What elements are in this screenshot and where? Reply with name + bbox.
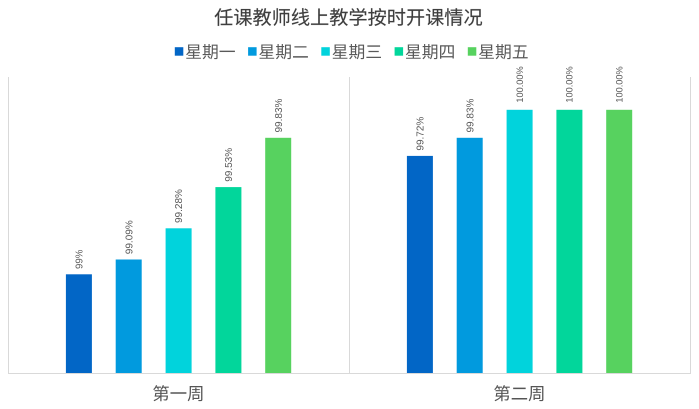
svg-text:99.83%: 99.83% (274, 98, 285, 132)
svg-text:99.53%: 99.53% (224, 148, 235, 182)
svg-text:99%: 99% (74, 249, 85, 269)
svg-text:100.00%: 100.00% (565, 66, 575, 102)
svg-text:99.28%: 99.28% (174, 189, 185, 223)
svg-text:100.00%: 100.00% (615, 66, 625, 102)
svg-text:100.00%: 100.00% (515, 66, 525, 102)
svg-text:99.72%: 99.72% (416, 117, 427, 151)
svg-text:99.09%: 99.09% (124, 220, 135, 254)
svg-text:99.83%: 99.83% (465, 98, 476, 132)
